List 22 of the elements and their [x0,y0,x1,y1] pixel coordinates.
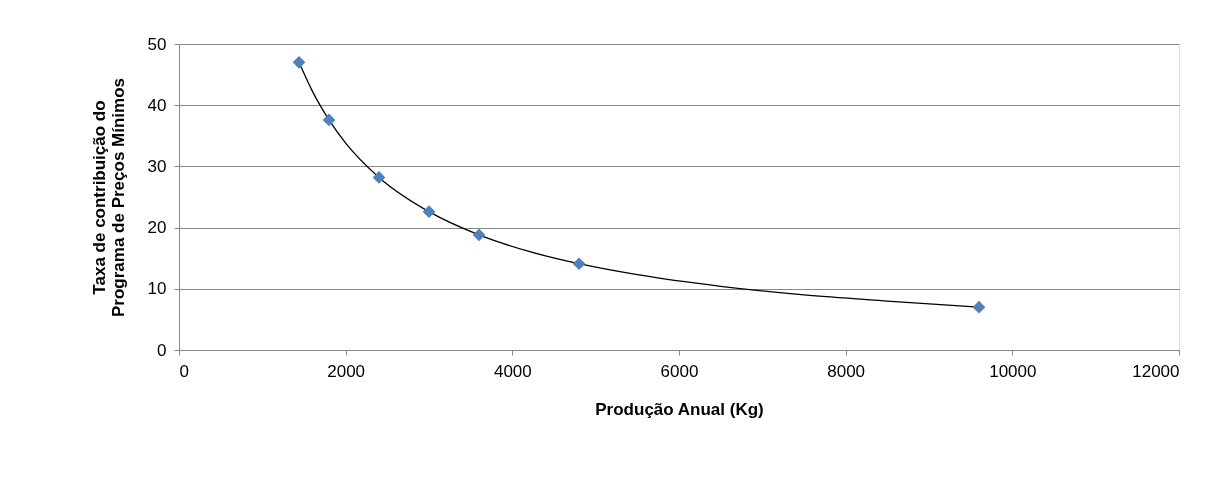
point [472,228,486,242]
y-tick-label: 30 [147,156,167,176]
x-tick-label: 6000 [660,361,699,381]
y-tick-label: 20 [147,218,167,238]
y-tick-label: 10 [147,279,167,299]
x-axis-title: Produção Anual (Kg) [595,399,764,419]
x-tick-label: 4000 [493,361,532,381]
y-tick-label: 40 [147,95,167,115]
y-tick-label: 50 [147,34,167,54]
point [322,113,336,127]
x-tick-label: 8000 [827,361,866,381]
y-tick-label: 0 [157,340,167,360]
x-tick-label: 2000 [327,361,366,381]
x-tick-label: 10000 [989,361,1037,381]
point [292,56,306,69]
point [372,171,386,184]
point [972,300,986,314]
x-tick-label: 0 [179,361,189,381]
point [572,257,586,271]
point [422,205,436,219]
x-tick-label: 12000 [1132,361,1180,381]
y-axis-title: Taxa de contribuição do Programa de Preços Mínimos [89,77,128,318]
